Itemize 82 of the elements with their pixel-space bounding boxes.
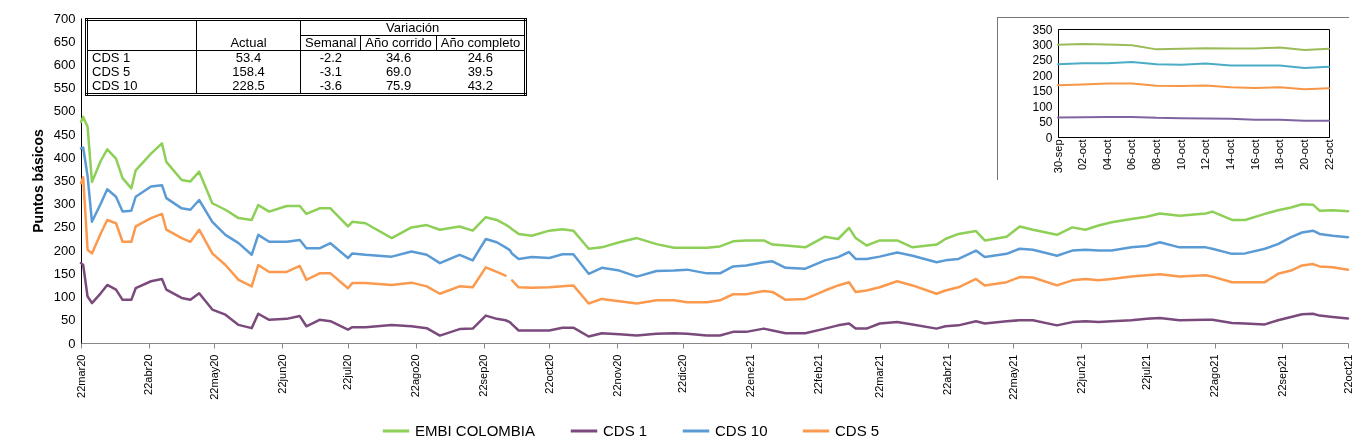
x-tick-label: 22jul21: [1140, 354, 1153, 390]
annotation: CDS 5: [86, 64, 197, 79]
x-tick-label: 22nov20: [610, 354, 623, 397]
x-tick-label: 30-sep: [1051, 139, 1064, 174]
x-tick-label: 14-oct: [1223, 139, 1236, 171]
annotation: Año corrido: [360, 35, 437, 51]
x-tick-label: 22oct21: [1341, 354, 1354, 394]
annotation: Semanal: [300, 35, 361, 51]
annotation: Año completo: [436, 35, 526, 51]
x-tick-label: 22ene21: [744, 354, 757, 398]
y-tick-label: 500: [53, 103, 76, 119]
x-tick-label: 10-oct: [1174, 139, 1187, 171]
y-tick-label: 0: [1045, 130, 1053, 145]
x-tick-label: 16-oct: [1248, 139, 1261, 171]
y-tick-label: 100: [53, 289, 76, 305]
x-tick-label: 22feb21: [811, 354, 824, 395]
x-tick-label: 06-oct: [1125, 139, 1138, 171]
annotation: 34.6: [384, 50, 413, 65]
line-series: [79, 261, 1350, 338]
x-tick-label: 22jun21: [1074, 354, 1087, 394]
x-tick-label: 22oct20: [542, 354, 555, 394]
annotation: Variación: [300, 19, 526, 36]
x-tick-label: 22-oct: [1322, 139, 1335, 171]
x-tick-label: 22abr20: [142, 354, 155, 395]
x-tick-label: 18-oct: [1273, 139, 1286, 171]
y-tick-label: 50: [61, 312, 76, 328]
y-tick-label: 550: [53, 80, 76, 96]
x-tick-label: 22abr21: [941, 354, 954, 395]
x-tick-label: 22dic20: [676, 354, 689, 394]
x-tick-label: 22jun20: [275, 354, 288, 394]
y-tick-label: 300: [1032, 37, 1053, 52]
x-tick-label: 02-oct: [1076, 139, 1089, 171]
annotation: CDS 1: [86, 50, 197, 65]
annotation: 75.9: [384, 78, 413, 95]
y-tick-label: 350: [53, 173, 76, 188]
x-tick-label: 22ago21: [1208, 354, 1221, 398]
y-tick-label: 250: [1032, 53, 1053, 68]
y-tick-label: 600: [53, 56, 76, 72]
x-tick-label: 22sep21: [1275, 354, 1288, 397]
y-tick-label: 200: [1032, 68, 1053, 83]
annotation: 39.5: [466, 64, 494, 79]
annotation: 69.0: [384, 64, 413, 79]
y-tick-label: 0: [68, 335, 76, 351]
y-tick-label: 250: [53, 219, 76, 235]
legend-label: CDS 10: [715, 422, 768, 439]
annotation: -2.2: [318, 50, 344, 65]
legend-label: CDS 1: [603, 422, 648, 439]
y-tick-label: 350: [1032, 22, 1053, 37]
y-tick-label: 450: [53, 126, 76, 142]
y-tick-label: 700: [53, 10, 76, 26]
y-tick-label: 400: [53, 149, 76, 165]
x-tick-label: 20-oct: [1297, 139, 1310, 171]
annotation: 53.4: [196, 50, 301, 65]
y-tick-label: 150: [53, 265, 76, 281]
x-tick-label: 22mar20: [74, 354, 87, 398]
y-tick-label: 100: [1032, 99, 1053, 114]
x-tick-label: 12-oct: [1199, 139, 1212, 171]
x-tick-label: 22sep20: [477, 354, 490, 397]
legend-label: EMBI COLOMBIA: [415, 422, 536, 439]
annotation: CDS 10: [86, 78, 197, 95]
annotation: 43.2: [466, 78, 494, 95]
x-tick-label: 04-oct: [1100, 139, 1113, 171]
x-tick-label: 22may21: [1006, 354, 1019, 400]
y-tick-label: 300: [53, 196, 76, 212]
legend-label: CDS 5: [835, 422, 880, 439]
annotation: -3.1: [318, 64, 344, 79]
x-tick-label: 08-oct: [1150, 139, 1163, 171]
annotation: 24.6: [466, 50, 494, 65]
annotation: Actual: [196, 19, 301, 51]
annotation: 158.4: [196, 64, 301, 79]
x-tick-label: 22ago20: [409, 354, 422, 398]
x-tick-label: 22may20: [207, 354, 220, 400]
y-axis-title: Puntos básicos: [29, 129, 46, 233]
y-tick-label: 50: [1039, 115, 1053, 130]
line-series: [79, 115, 1350, 250]
y-tick-label: 650: [53, 33, 76, 49]
x-tick-label: 22jul20: [341, 354, 354, 390]
annotation: 228.5: [196, 78, 301, 95]
annotation: -3.6: [318, 78, 344, 95]
x-tick-label: 22mar21: [873, 354, 886, 398]
y-tick-label: 200: [53, 242, 76, 258]
y-tick-label: 150: [1032, 84, 1053, 99]
